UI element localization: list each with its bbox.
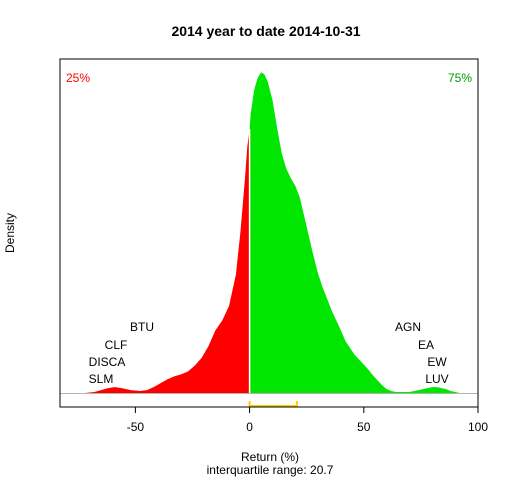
plot-area — [60, 72, 478, 407]
chart-title: 2014 year to date 2014-10-31 — [171, 23, 360, 39]
plot-frame — [59, 58, 479, 408]
right-ticker-label: EA — [418, 338, 434, 352]
x-axis: -50 0 50 100 — [127, 407, 488, 434]
right-tickers: AGN EA EW LUV — [395, 320, 449, 386]
x-tick-label: -50 — [127, 420, 145, 434]
x-axis-label: Return (%) — [241, 450, 299, 464]
x-tick-label: 0 — [246, 420, 253, 434]
right-ticker-label: LUV — [425, 372, 448, 386]
x-tick-label: 100 — [468, 420, 488, 434]
left-ticker-label: CLF — [105, 338, 128, 352]
left-ticker-label: BTU — [130, 320, 154, 334]
left-ticker-label: DISCA — [89, 355, 126, 369]
x-tick-label: 50 — [357, 420, 371, 434]
right-ticker-label: AGN — [395, 320, 421, 334]
right-ticker-label: EW — [427, 355, 447, 369]
iqr-bracket — [248, 401, 298, 407]
right-quantile-label: 75% — [448, 71, 472, 85]
left-ticker-label: SLM — [89, 372, 114, 386]
iqr-subtitle: interquartile range: 20.7 — [207, 463, 334, 477]
density-area-above-median — [249, 72, 460, 393]
density-area-below-median — [85, 129, 250, 394]
left-quantile-label: 25% — [66, 71, 90, 85]
y-axis-label: Density — [3, 213, 17, 253]
